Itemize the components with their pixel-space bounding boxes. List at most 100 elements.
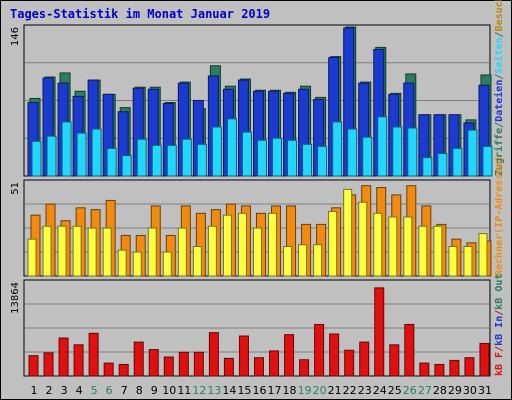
bar-pages-day-15 xyxy=(241,131,252,177)
legend-bottom: kB F/kB In/kB Out xyxy=(494,274,505,376)
x-tick-label-17: 17 xyxy=(268,384,282,397)
bar-kb-day-13 xyxy=(208,332,219,377)
x-tick-label-7: 7 xyxy=(121,384,128,397)
x-tick-label-9: 9 xyxy=(151,384,158,397)
bar-pages-day-30 xyxy=(467,129,478,177)
bar-sites-day-20 xyxy=(313,244,323,277)
x-tick-label-8: 8 xyxy=(136,384,143,397)
x-tick-label-25: 25 xyxy=(388,384,402,397)
x-tick-label-16: 16 xyxy=(252,384,266,397)
bar-kb-day-12 xyxy=(193,351,204,377)
bar-pages-day-7 xyxy=(121,155,132,177)
bar-sites-day-22 xyxy=(343,188,353,277)
legend-top-part: / xyxy=(494,31,505,37)
x-tick-label-21: 21 xyxy=(328,384,342,397)
bar-kb-day-18 xyxy=(284,334,295,377)
bar-sites-day-21 xyxy=(328,210,338,277)
x-tick-label-1: 1 xyxy=(31,384,38,397)
bar-kb-day-4 xyxy=(73,344,84,377)
bar-pages-day-31 xyxy=(482,145,493,177)
bar-pages-day-27 xyxy=(422,157,433,177)
bar-sites-day-18 xyxy=(283,246,293,277)
bar-pages-day-4 xyxy=(76,132,87,177)
bar-sites-day-2 xyxy=(42,225,52,277)
legend-top-part: / xyxy=(494,122,505,128)
bar-kb-day-2 xyxy=(43,352,54,377)
bar-sites-day-28 xyxy=(433,225,443,277)
chart-title: Tages-Statistik im Monat Januar 2019 xyxy=(10,7,271,21)
bar-sites-day-13 xyxy=(207,225,217,277)
legend-top-part: Seiten xyxy=(493,37,505,73)
bar-sites-day-30 xyxy=(463,246,473,277)
legend-middle-part: Rechner xyxy=(494,234,505,276)
bar-sites-day-27 xyxy=(418,225,428,277)
x-tick-label-31: 31 xyxy=(478,384,492,397)
bar-pages-day-1 xyxy=(31,140,42,177)
legend-top-part: Zugriffe xyxy=(493,128,505,176)
bar-pages-day-6 xyxy=(106,147,117,177)
bar-sites-day-19 xyxy=(298,244,308,277)
bar-kb-day-21 xyxy=(329,333,340,377)
bar-kb-day-28 xyxy=(434,363,445,377)
x-tick-label-6: 6 xyxy=(106,384,113,397)
bar-pages-day-10 xyxy=(166,144,177,177)
bar-sites-day-11 xyxy=(177,227,187,277)
bar-kb-day-22 xyxy=(344,349,355,377)
bar-sites-day-5 xyxy=(87,227,97,277)
bar-sites-day-6 xyxy=(102,227,112,277)
bar-kb-day-14 xyxy=(223,357,234,377)
legend-bottom-part: / xyxy=(494,310,505,316)
bar-sites-day-7 xyxy=(117,249,127,277)
bar-sites-day-10 xyxy=(162,251,172,277)
bar-sites-day-14 xyxy=(222,214,232,277)
x-tick-label-4: 4 xyxy=(76,384,83,397)
x-tick-label-19: 19 xyxy=(298,384,312,397)
bar-kb-day-10 xyxy=(163,356,174,377)
bar-sites-day-24 xyxy=(373,212,383,277)
bar-pages-day-21 xyxy=(332,121,343,177)
x-tick-label-13: 13 xyxy=(207,384,221,397)
bar-kb-day-20 xyxy=(314,323,325,377)
x-tick-label-15: 15 xyxy=(237,384,251,397)
bar-pages-day-14 xyxy=(226,118,237,177)
bar-pages-day-13 xyxy=(211,126,222,177)
bar-sites-day-12 xyxy=(192,246,202,277)
legend-top: Zugriffe/Dateien/Seiten/Besuche xyxy=(493,0,505,176)
x-tick-label-26: 26 xyxy=(403,384,417,397)
legend-bottom-part: kB In xyxy=(494,316,505,346)
x-tick-label-24: 24 xyxy=(373,384,387,397)
bar-kb-day-30 xyxy=(464,357,475,377)
legend-middle-part: (IP-Adressen) xyxy=(494,156,505,234)
y-max-label-1: 146 xyxy=(10,27,21,46)
bar-pages-day-16 xyxy=(256,139,267,177)
bar-pages-day-17 xyxy=(272,137,283,177)
bar-kb-day-6 xyxy=(103,362,114,377)
bar-kb-day-15 xyxy=(238,335,249,377)
x-tick-label-18: 18 xyxy=(283,384,297,397)
bar-pages-day-3 xyxy=(61,121,72,177)
y-max-label-2: 51 xyxy=(10,182,21,195)
bar-pages-day-18 xyxy=(287,139,298,177)
bar-kb-day-23 xyxy=(359,341,370,377)
bar-pages-day-24 xyxy=(377,116,388,177)
x-tick-label-20: 20 xyxy=(313,384,327,397)
bar-pages-day-19 xyxy=(302,143,313,177)
bar-sites-day-16 xyxy=(252,227,262,277)
bar-pages-day-8 xyxy=(136,138,147,177)
bar-sites-day-9 xyxy=(147,227,157,277)
x-tick-label-28: 28 xyxy=(433,384,447,397)
bar-kb-day-11 xyxy=(178,351,189,377)
bar-pages-day-29 xyxy=(452,147,463,177)
bar-sites-day-4 xyxy=(72,225,82,277)
bar-kb-day-16 xyxy=(253,357,264,377)
bar-sites-day-17 xyxy=(268,212,278,277)
x-tick-label-30: 30 xyxy=(463,384,477,397)
legend-bottom-part: kB F xyxy=(494,352,505,376)
legend-top-part: Besuche xyxy=(494,0,505,31)
bar-pages-day-25 xyxy=(392,126,403,177)
bar-pages-day-26 xyxy=(407,127,418,177)
bar-kb-day-27 xyxy=(419,362,430,377)
bar-kb-day-25 xyxy=(389,344,400,377)
legend-bottom-part: / xyxy=(494,346,505,352)
